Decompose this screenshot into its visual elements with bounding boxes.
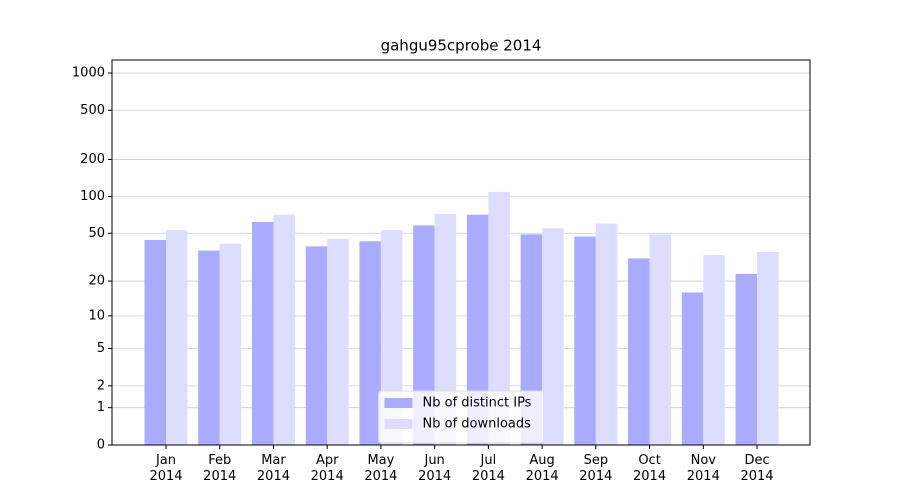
bar — [681, 292, 704, 445]
y-tick-label: 1 — [97, 400, 105, 415]
bar — [413, 225, 435, 445]
bar — [542, 228, 564, 445]
chart-title: gahgu95cprobe 2014 — [381, 37, 542, 55]
legend-label: Nb of distinct IPs — [423, 396, 532, 411]
x-tick-label: Mar 2014 — [256, 453, 290, 484]
y-tick-label: 10 — [88, 308, 105, 323]
x-tick-label: Jan 2014 — [149, 453, 183, 484]
y-tick-label: 50 — [88, 226, 105, 241]
y-tick-label: 100 — [80, 189, 105, 204]
legend-box — [378, 390, 544, 444]
bar — [735, 273, 758, 445]
bar — [466, 214, 489, 445]
bar — [649, 234, 672, 445]
bar — [219, 243, 242, 445]
bar — [251, 221, 274, 445]
bar — [574, 236, 596, 445]
legend: Nb of distinct IPs Nb of downloads — [378, 390, 544, 444]
x-tick-label: Sep 2014 — [579, 453, 613, 484]
y-tick-label: 5 — [97, 341, 105, 356]
bar — [434, 213, 457, 445]
bar — [359, 241, 381, 445]
bar — [144, 240, 166, 445]
legend-swatch — [384, 419, 413, 429]
y-tick-label: 20 — [88, 274, 105, 289]
x-tick-label: Nov 2014 — [686, 453, 720, 484]
bar — [273, 214, 295, 445]
bar — [488, 191, 510, 445]
bar — [703, 255, 725, 445]
bar — [595, 223, 618, 445]
bar — [757, 252, 779, 445]
y-tick-label: 1000 — [72, 65, 105, 80]
bar — [628, 258, 650, 445]
y-tick-label: 500 — [80, 103, 105, 118]
bar — [305, 246, 328, 445]
x-tick-label: May 2014 — [364, 453, 398, 484]
legend-swatch — [384, 398, 413, 408]
y-tick-label: 200 — [80, 152, 105, 167]
bar — [166, 230, 188, 445]
x-tick-label: Jul 2014 — [471, 453, 505, 484]
x-tick-label: Oct 2014 — [633, 453, 667, 484]
x-tick-label: Feb 2014 — [203, 453, 237, 484]
plot-frame — [111, 59, 811, 446]
bar — [327, 238, 349, 445]
x-tick-label: Dec 2014 — [740, 453, 774, 484]
y-tick-label: 0 — [97, 438, 105, 453]
legend-label: Nb of downloads — [423, 417, 532, 432]
bar — [198, 250, 220, 445]
x-tick-label: Aug 2014 — [525, 453, 559, 484]
x-tick-label: Jun 2014 — [418, 453, 452, 484]
x-tick-label: Apr 2014 — [310, 453, 344, 484]
y-tick-label: 2 — [97, 378, 105, 393]
